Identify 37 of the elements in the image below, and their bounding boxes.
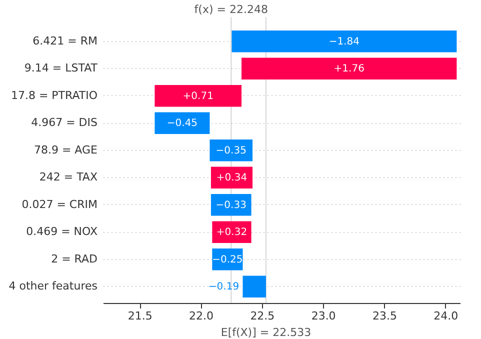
bar bbox=[212, 221, 252, 244]
data-label: −0.35 bbox=[216, 145, 246, 156]
bar bbox=[210, 139, 253, 162]
data-label: +0.34 bbox=[216, 172, 248, 184]
y-tick-label: 4 other features bbox=[8, 280, 98, 293]
data-label: −0.45 bbox=[166, 118, 198, 130]
data-label: −1.84 bbox=[328, 36, 360, 48]
y-tick-label: 78.9 = AGE bbox=[34, 143, 98, 156]
y-tick-label: 6.421 = RM bbox=[32, 34, 98, 48]
x-tick-label: 24.0 bbox=[434, 310, 458, 322]
y-tick-label: 17.8 = PTRATIO bbox=[10, 88, 98, 102]
y-tick-label: 2 = RAD bbox=[51, 252, 98, 266]
y-tick-label: 9.14 = LSTAT bbox=[24, 62, 98, 75]
bar bbox=[242, 276, 266, 298]
x-tick-label: 21.5 bbox=[128, 310, 152, 322]
ref-line-label: f(x) = 22.248 bbox=[194, 3, 268, 16]
x-tick-label: 22.5 bbox=[250, 310, 275, 322]
x-tick-label: 23.0 bbox=[311, 310, 336, 322]
y-tick-label: 242 = TAX bbox=[39, 170, 98, 184]
y-tick-label: 0.027 = CRIM bbox=[22, 198, 98, 211]
data-label: −0.25 bbox=[212, 254, 243, 266]
data-label: +0.32 bbox=[216, 227, 248, 238]
ref-line-label: E[f(X)] = 22.533 bbox=[220, 326, 312, 339]
data-label: +0.71 bbox=[182, 90, 214, 102]
bar bbox=[210, 166, 253, 189]
bar bbox=[154, 84, 242, 107]
y-tick-label: 4.967 = DIS bbox=[31, 116, 98, 130]
y-tick-label: 0.469 = NOX bbox=[26, 225, 98, 238]
x-tick-label: 22.0 bbox=[189, 310, 214, 322]
x-tick-label: 23.5 bbox=[372, 310, 397, 322]
bar bbox=[232, 30, 457, 52]
data-label: −0.19 bbox=[208, 282, 240, 293]
data-label: −0.33 bbox=[216, 200, 246, 211]
data-label: +1.76 bbox=[334, 64, 364, 75]
bar bbox=[154, 112, 210, 134]
bar bbox=[210, 194, 252, 216]
bar bbox=[242, 58, 457, 80]
